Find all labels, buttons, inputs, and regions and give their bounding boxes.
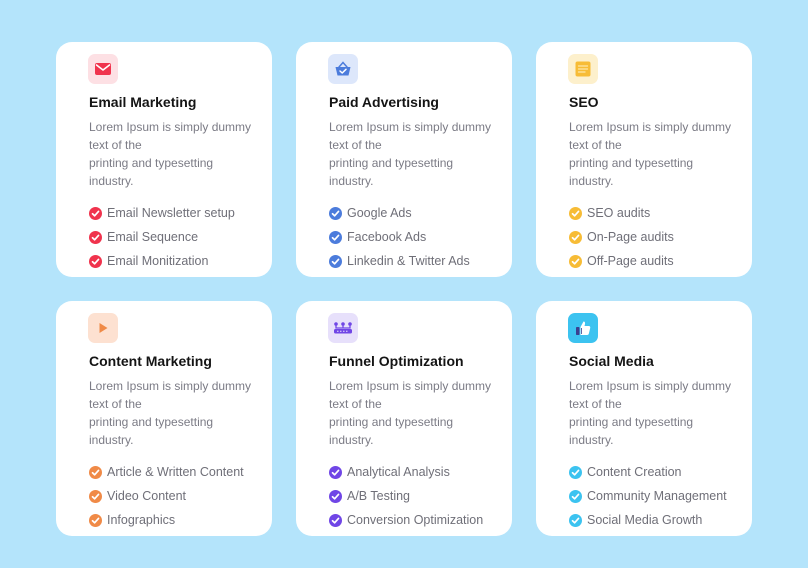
feature-item: Infographics xyxy=(89,508,244,532)
check-circle-icon xyxy=(329,254,342,268)
service-card-funnel-optimization: Funnel Optimization Lorem Ipsum is simpl… xyxy=(296,301,512,536)
check-circle-icon xyxy=(569,465,582,479)
check-circle-icon xyxy=(329,206,342,220)
feature-item: SEO audits xyxy=(569,201,674,225)
service-card-paid-advertising: Paid Advertising Lorem Ipsum is simply d… xyxy=(296,42,512,277)
feature-list: Google Ads Facebook Ads Linkedin & Twitt… xyxy=(329,201,470,273)
feature-item: On-Page audits xyxy=(569,225,674,249)
feature-item: Email Monitization xyxy=(89,249,235,273)
check-circle-icon xyxy=(89,230,102,244)
document-icon xyxy=(568,54,598,84)
feature-item: Email Sequence xyxy=(89,225,235,249)
feature-list: Analytical Analysis A/B Testing Conversi… xyxy=(329,460,483,532)
check-circle-icon xyxy=(569,489,582,503)
card-description: Lorem Ipsum is simply dummy text of the … xyxy=(569,379,732,447)
feature-item: Article & Written Content xyxy=(89,460,244,484)
check-circle-icon xyxy=(89,465,102,479)
feature-item: A/B Testing xyxy=(329,484,483,508)
feature-item: Google Ads xyxy=(329,201,470,225)
envelope-icon xyxy=(88,54,118,84)
funnel-network-icon xyxy=(328,313,358,343)
card-description: Lorem Ipsum is simply dummy text of the … xyxy=(89,120,252,188)
check-circle-icon xyxy=(89,513,102,527)
check-circle-icon xyxy=(329,489,342,503)
feature-item: Email Newsletter setup xyxy=(89,201,235,225)
service-card-social-media: Social Media Lorem Ipsum is simply dummy… xyxy=(536,301,752,536)
check-circle-icon xyxy=(329,513,342,527)
feature-list: Content Creation Community Management So… xyxy=(569,460,727,532)
card-title: Funnel Optimization xyxy=(329,353,464,369)
feature-list: Email Newsletter setup Email Sequence Em… xyxy=(89,201,235,273)
thumbs-up-icon xyxy=(568,313,598,343)
card-title: Social Media xyxy=(569,353,654,369)
feature-item: Community Management xyxy=(569,484,727,508)
check-circle-icon xyxy=(89,206,102,220)
service-card-seo: SEO Lorem Ipsum is simply dummy text of … xyxy=(536,42,752,277)
card-title: Paid Advertising xyxy=(329,94,439,110)
service-card-email-marketing: Email Marketing Lorem Ipsum is simply du… xyxy=(56,42,272,277)
check-circle-icon xyxy=(89,254,102,268)
card-description: Lorem Ipsum is simply dummy text of the … xyxy=(329,120,492,188)
feature-item: Analytical Analysis xyxy=(329,460,483,484)
play-icon xyxy=(88,313,118,343)
service-card-content-marketing: Content Marketing Lorem Ipsum is simply … xyxy=(56,301,272,536)
shopping-basket-icon xyxy=(328,54,358,84)
check-circle-icon xyxy=(569,206,582,220)
feature-item: Video Content xyxy=(89,484,244,508)
check-circle-icon xyxy=(329,230,342,244)
feature-item: Content Creation xyxy=(569,460,727,484)
check-circle-icon xyxy=(569,254,582,268)
feature-item: Off-Page audits xyxy=(569,249,674,273)
feature-item: Facebook Ads xyxy=(329,225,470,249)
feature-item: Linkedin & Twitter Ads xyxy=(329,249,470,273)
card-title: SEO xyxy=(569,94,599,110)
card-title: Content Marketing xyxy=(89,353,212,369)
feature-list: SEO audits On-Page audits Off-Page audit… xyxy=(569,201,674,273)
check-circle-icon xyxy=(569,513,582,527)
card-description: Lorem Ipsum is simply dummy text of the … xyxy=(89,379,252,447)
card-description: Lorem Ipsum is simply dummy text of the … xyxy=(569,120,732,188)
check-circle-icon xyxy=(329,465,342,479)
check-circle-icon xyxy=(569,230,582,244)
feature-list: Article & Written Content Video Content … xyxy=(89,460,244,532)
feature-item: Social Media Growth xyxy=(569,508,727,532)
card-title: Email Marketing xyxy=(89,94,197,110)
check-circle-icon xyxy=(89,489,102,503)
card-description: Lorem Ipsum is simply dummy text of the … xyxy=(329,379,492,447)
feature-item: Conversion Optimization xyxy=(329,508,483,532)
